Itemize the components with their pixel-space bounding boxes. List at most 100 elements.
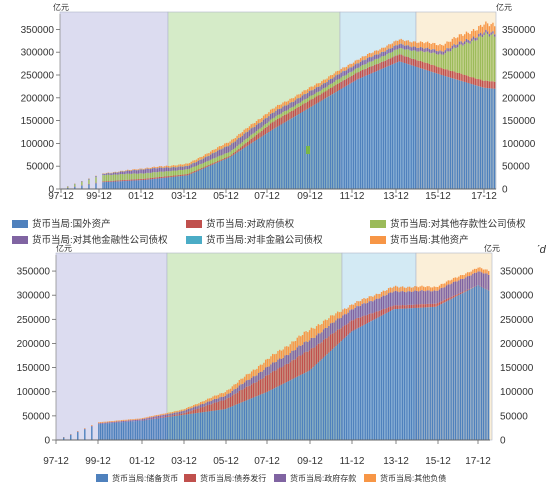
bar-segment: [114, 171, 117, 173]
bar-segment: [292, 117, 295, 189]
bar-segment: [272, 362, 274, 372]
bar-segment: [472, 84, 475, 189]
bar-segment: [400, 54, 402, 62]
bar-segment: [398, 44, 401, 49]
bar-segment: [425, 69, 427, 189]
bar-segment: [171, 165, 173, 168]
bar-segment: [158, 178, 161, 189]
bar-segment: [317, 324, 320, 334]
bar-segment: [333, 333, 335, 348]
bar-segment: [250, 134, 252, 139]
bar-segment: [375, 64, 378, 72]
bar-segment: [344, 314, 346, 326]
x-tick-label: 13-12: [383, 191, 409, 202]
bar-segment: [108, 421, 111, 423]
bar-segment: [226, 394, 228, 399]
bar-segment: [461, 278, 464, 293]
bar-segment: [340, 72, 342, 78]
bar-segment: [395, 45, 397, 50]
bar-segment: [351, 331, 353, 440]
bar-segment: [324, 98, 327, 189]
bar-segment: [365, 64, 367, 69]
bar-segment: [197, 169, 199, 171]
bar-segment: [282, 112, 284, 116]
y-tick-label-right: 0: [500, 436, 506, 447]
bar-segment: [217, 410, 219, 440]
bar-segment: [363, 56, 365, 61]
bar-segment: [430, 71, 432, 189]
bar-segment: [412, 304, 414, 309]
bar-segment: [188, 174, 191, 189]
bar-segment: [234, 141, 237, 148]
bar-segment: [220, 159, 222, 161]
bar-segment: [375, 71, 378, 189]
bar-segment: [356, 328, 358, 440]
bar-segment: [452, 281, 455, 296]
bar-segment: [141, 178, 143, 181]
bar-segment: [441, 68, 443, 75]
bar-segment: [208, 411, 211, 440]
bar-segment: [301, 344, 304, 355]
bar-segment: [454, 277, 456, 282]
bar-segment: [317, 102, 319, 189]
bar-segment: [430, 64, 432, 72]
bars: [67, 21, 496, 190]
bar-segment: [101, 421, 104, 423]
bar-segment: [328, 85, 330, 90]
bar-segment: [468, 272, 471, 277]
bar-segment: [298, 106, 300, 115]
bar-segment: [81, 185, 83, 189]
bar-segment: [363, 303, 365, 316]
bar-segment: [361, 65, 364, 70]
bar-segment: [440, 301, 442, 305]
bar-segment: [206, 165, 208, 167]
bar-segment: [312, 347, 314, 368]
bar-segment: [262, 119, 265, 126]
bar-segment: [228, 407, 230, 440]
bar-segment: [486, 34, 489, 81]
y-tick-label-right: 150000: [502, 116, 536, 127]
bar-segment: [389, 292, 392, 307]
bar-segment: [481, 37, 484, 81]
bar-segment: [363, 60, 365, 65]
bar-segment: [398, 308, 400, 440]
bar-segment: [307, 351, 309, 372]
bar-segment: [301, 91, 304, 96]
bar-segment: [189, 411, 191, 414]
bar-segment: [88, 184, 90, 189]
bar-segment: [111, 174, 113, 181]
bar-segment: [335, 346, 337, 440]
bar-segment: [218, 146, 221, 150]
bar-segment: [209, 164, 212, 166]
bar-segment: [426, 63, 429, 71]
legend-label: 货币当局:对其他存款性公司债权: [390, 218, 526, 230]
bar-segment: [478, 26, 480, 34]
y-tick-label-left: 350000: [21, 25, 55, 36]
bar-segment: [268, 125, 270, 132]
bar-segment: [424, 291, 427, 305]
bar-segment: [478, 86, 480, 189]
bar-segment: [386, 49, 388, 55]
bar-segment: [322, 99, 325, 189]
bar-segment: [305, 331, 307, 342]
bar-segment: [187, 411, 190, 415]
bar-segment: [209, 154, 212, 160]
bar-segment: [278, 125, 281, 189]
bar-segment: [391, 47, 394, 52]
bar-segment: [459, 292, 462, 295]
bar-segment: [382, 295, 384, 310]
bar-segment: [331, 78, 334, 84]
bar-segment: [88, 183, 90, 185]
bar-segment: [322, 357, 325, 440]
bar-segment: [430, 43, 432, 50]
bar-segment: [275, 361, 277, 371]
bar-segment: [458, 276, 460, 281]
bar-segment: [177, 415, 179, 440]
y-unit-label-right: 亿元: [496, 2, 512, 12]
bar-segment: [277, 359, 279, 369]
bar-segment: [194, 172, 196, 189]
bar-segment: [449, 51, 452, 71]
bar-segment: [84, 429, 86, 440]
